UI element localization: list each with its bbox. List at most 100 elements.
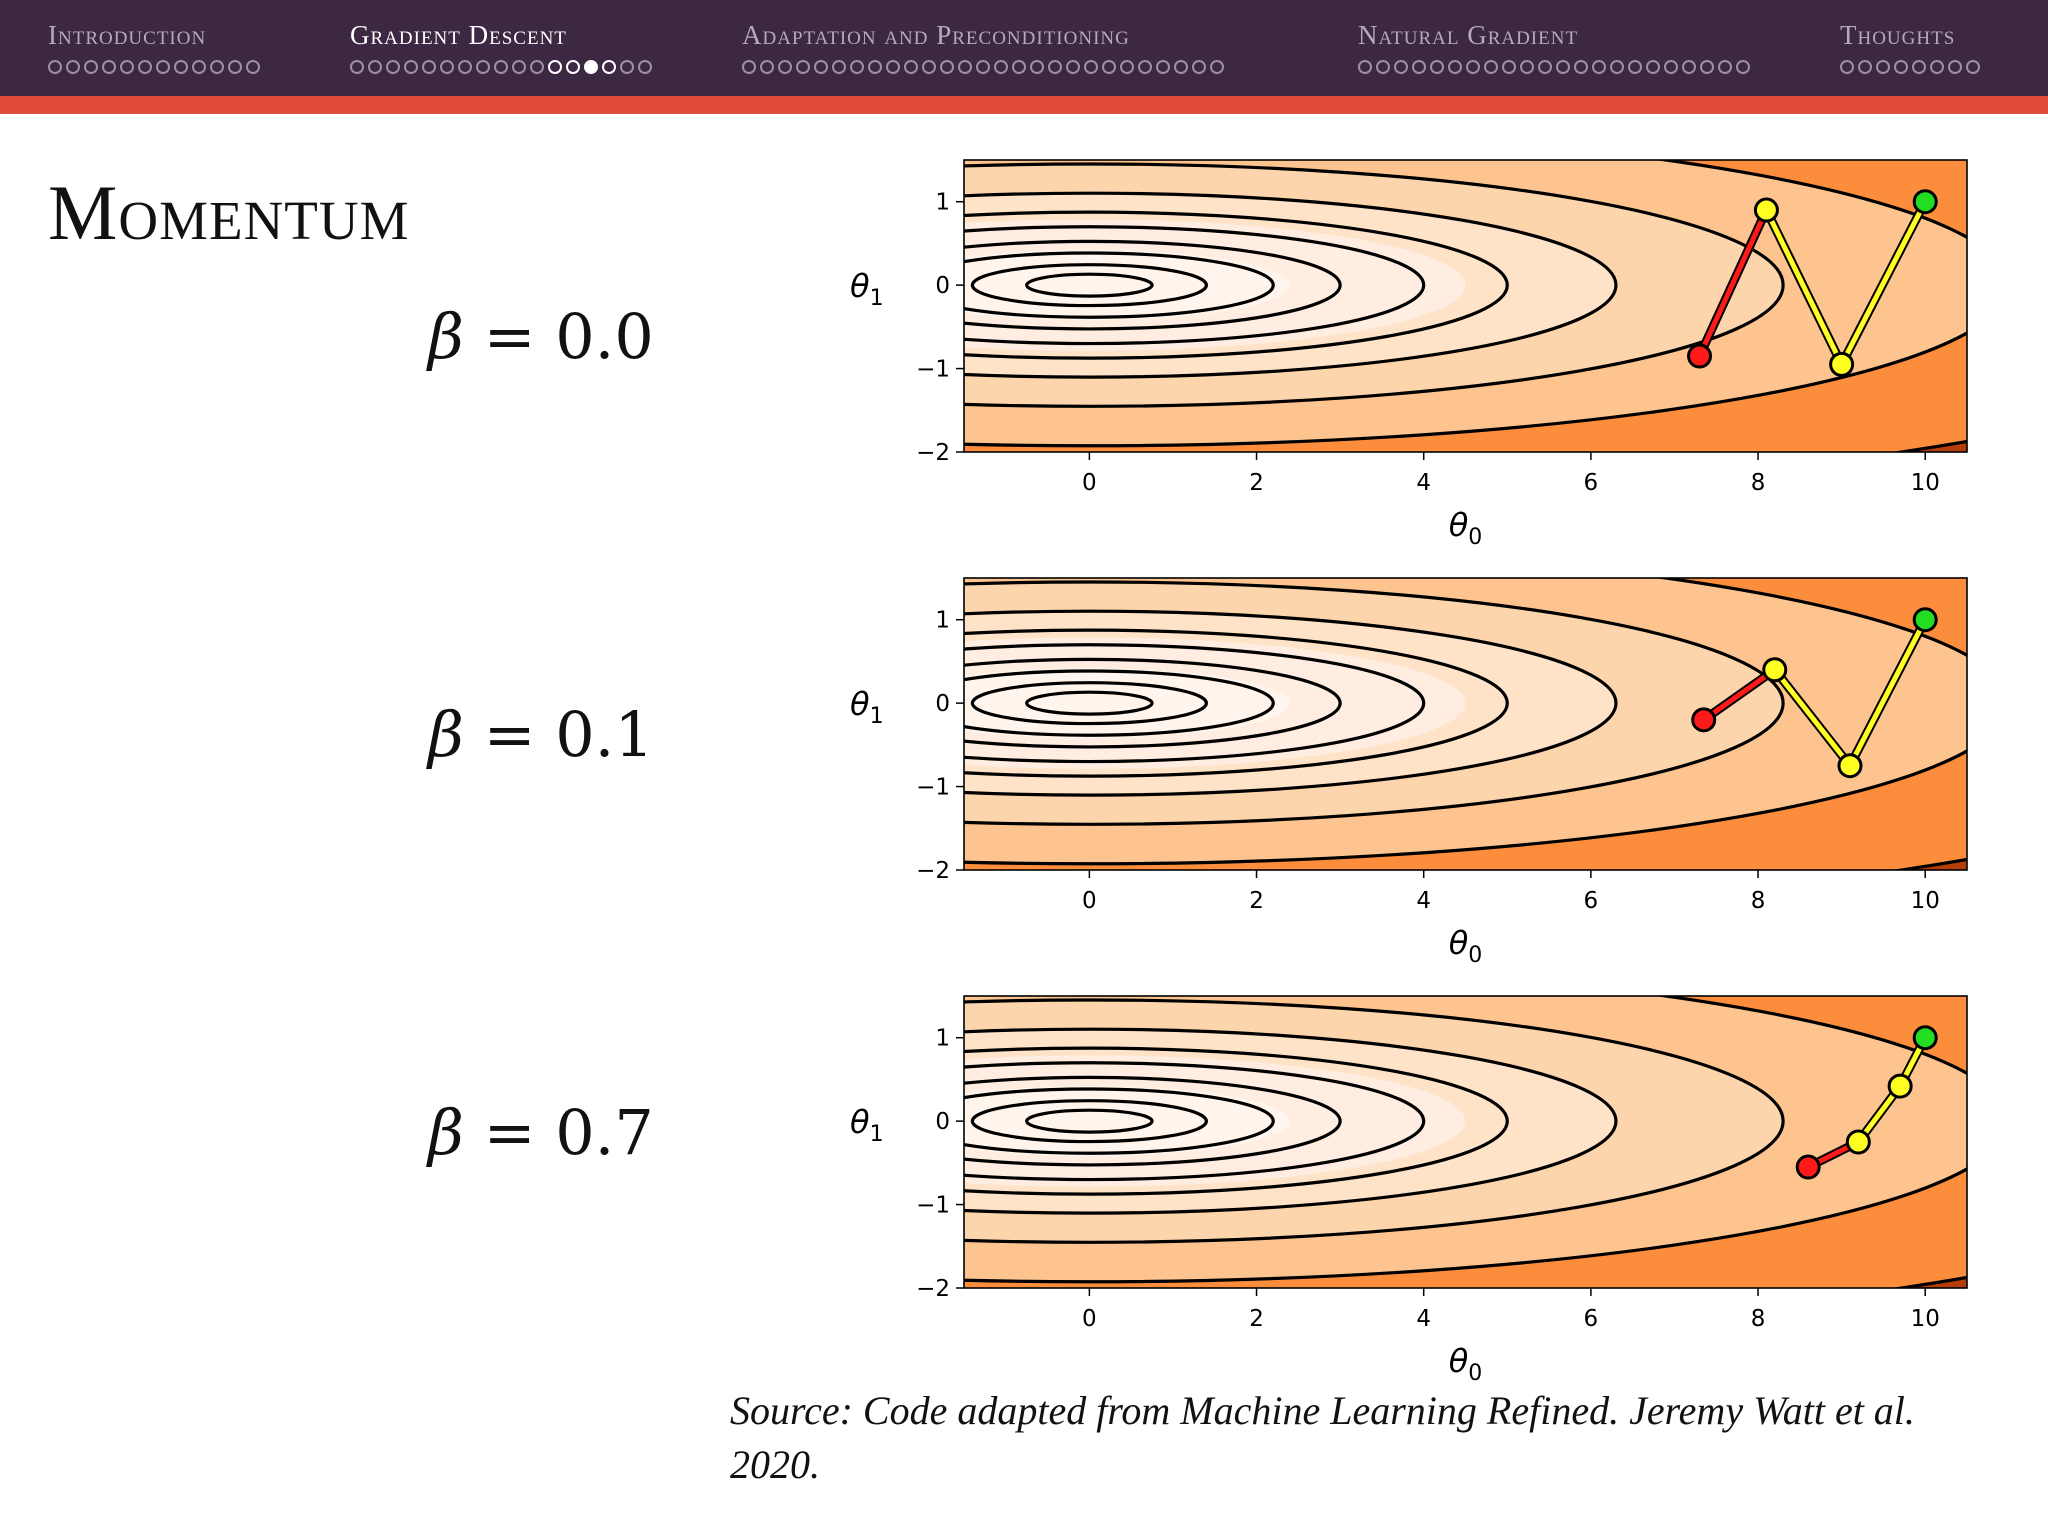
nav-dot[interactable] <box>66 60 80 74</box>
nav-dot[interactable] <box>1930 60 1944 74</box>
nav-dot[interactable] <box>1048 60 1062 74</box>
nav-dot[interactable] <box>1912 60 1926 74</box>
nav-dot[interactable] <box>156 60 170 74</box>
nav-dot[interactable] <box>1682 60 1696 74</box>
nav-dot[interactable] <box>1066 60 1080 74</box>
nav-dot[interactable] <box>1192 60 1206 74</box>
nav-dot[interactable] <box>210 60 224 74</box>
nav-dot[interactable] <box>1520 60 1534 74</box>
nav-dot[interactable] <box>458 60 472 74</box>
nav-dot[interactable] <box>386 60 400 74</box>
nav-dot[interactable] <box>886 60 900 74</box>
nav-dot[interactable] <box>422 60 436 74</box>
nav-section-thoughts[interactable]: Thoughts <box>1840 20 1984 96</box>
nav-section-introduction[interactable]: Introduction <box>48 20 264 96</box>
nav-dot[interactable] <box>1556 60 1570 74</box>
nav-dot[interactable] <box>174 60 188 74</box>
nav-dot[interactable] <box>1610 60 1624 74</box>
nav-dot[interactable] <box>742 60 756 74</box>
nav-dot[interactable] <box>1966 60 1980 74</box>
nav-dot[interactable] <box>1156 60 1170 74</box>
nav-dot[interactable] <box>1894 60 1908 74</box>
nav-dot[interactable] <box>940 60 954 74</box>
nav-dot[interactable] <box>832 60 846 74</box>
nav-dot[interactable] <box>246 60 260 74</box>
nav-dot[interactable] <box>1358 60 1372 74</box>
x-tick-label: 0 <box>1082 470 1097 496</box>
path-point <box>1837 753 1863 779</box>
nav-dot[interactable] <box>760 60 774 74</box>
nav-dot[interactable] <box>1466 60 1480 74</box>
nav-section-label[interactable]: Thoughts <box>1840 20 1956 50</box>
nav-dot[interactable] <box>1538 60 1552 74</box>
nav-section-gradient-descent[interactable]: Gradient Descent <box>350 20 656 96</box>
nav-dot[interactable] <box>440 60 454 74</box>
nav-dot[interactable] <box>1412 60 1426 74</box>
nav-dot[interactable] <box>1574 60 1588 74</box>
nav-dot[interactable] <box>350 60 364 74</box>
nav-dot[interactable] <box>102 60 116 74</box>
nav-dot[interactable] <box>368 60 382 74</box>
nav-dot[interactable] <box>904 60 918 74</box>
nav-dot[interactable] <box>476 60 490 74</box>
nav-dot[interactable] <box>602 60 616 74</box>
nav-dot[interactable] <box>584 60 598 74</box>
nav-dot[interactable] <box>138 60 152 74</box>
nav-dot[interactable] <box>1718 60 1732 74</box>
nav-dot[interactable] <box>530 60 544 74</box>
nav-section-label[interactable]: Adaptation and Preconditioning <box>742 20 1130 50</box>
nav-dot[interactable] <box>850 60 864 74</box>
nav-dot[interactable] <box>620 60 634 74</box>
nav-dot[interactable] <box>548 60 562 74</box>
nav-dot[interactable] <box>404 60 418 74</box>
nav-section-adaptation[interactable]: Adaptation and Preconditioning <box>742 20 1228 96</box>
nav-dot[interactable] <box>1430 60 1444 74</box>
nav-dot[interactable] <box>1102 60 1116 74</box>
nav-dot[interactable] <box>1484 60 1498 74</box>
nav-dot[interactable] <box>922 60 936 74</box>
y-axis-label: θ1 <box>850 1103 884 1147</box>
nav-dot[interactable] <box>994 60 1008 74</box>
nav-dot[interactable] <box>1084 60 1098 74</box>
nav-dot[interactable] <box>1012 60 1026 74</box>
nav-dot[interactable] <box>192 60 206 74</box>
nav-dot[interactable] <box>1448 60 1462 74</box>
nav-dot[interactable] <box>1876 60 1890 74</box>
nav-section-label[interactable]: Natural Gradient <box>1358 20 1579 50</box>
nav-section-label[interactable]: Gradient Descent <box>350 20 567 50</box>
nav-section-label[interactable]: Introduction <box>48 20 207 50</box>
nav-dot[interactable] <box>566 60 580 74</box>
nav-dot[interactable] <box>120 60 134 74</box>
nav-dot[interactable] <box>512 60 526 74</box>
nav-dot[interactable] <box>1174 60 1188 74</box>
nav-dot[interactable] <box>48 60 62 74</box>
nav-section-natural-gradient[interactable]: Natural Gradient <box>1358 20 1754 96</box>
nav-dot[interactable] <box>1502 60 1516 74</box>
nav-dot[interactable] <box>228 60 242 74</box>
nav-dot[interactable] <box>1592 60 1606 74</box>
nav-dot[interactable] <box>868 60 882 74</box>
nav-dot[interactable] <box>1394 60 1408 74</box>
nav-dot[interactable] <box>1030 60 1044 74</box>
nav-dot[interactable] <box>1700 60 1714 74</box>
nav-dot[interactable] <box>1646 60 1660 74</box>
nav-dot[interactable] <box>1376 60 1390 74</box>
nav-dot[interactable] <box>796 60 810 74</box>
nav-dot[interactable] <box>814 60 828 74</box>
nav-dot[interactable] <box>1628 60 1642 74</box>
nav-dot[interactable] <box>1664 60 1678 74</box>
nav-dot[interactable] <box>1138 60 1152 74</box>
nav-dot[interactable] <box>1120 60 1134 74</box>
nav-dot[interactable] <box>976 60 990 74</box>
nav-dot[interactable] <box>1858 60 1872 74</box>
nav-dot[interactable] <box>1948 60 1962 74</box>
nav-dot[interactable] <box>84 60 98 74</box>
path-segment <box>1763 207 1845 367</box>
nav-dot[interactable] <box>958 60 972 74</box>
nav-dot[interactable] <box>778 60 792 74</box>
nav-dot[interactable] <box>638 60 652 74</box>
nav-dot[interactable] <box>1840 60 1854 74</box>
nav-dot[interactable] <box>1736 60 1750 74</box>
nav-dot[interactable] <box>1210 60 1224 74</box>
nav-dot[interactable] <box>494 60 508 74</box>
